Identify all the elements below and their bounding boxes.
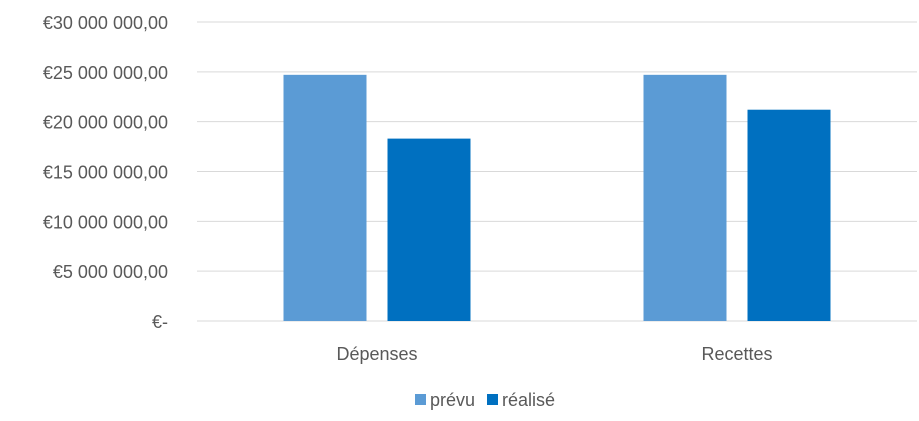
x-axis-category-labels: Dépenses Recettes bbox=[336, 344, 772, 364]
y-tick-label: €25 000 000,00 bbox=[43, 63, 168, 83]
legend-swatch bbox=[487, 394, 498, 405]
legend-swatch bbox=[415, 394, 426, 405]
legend-label: prévu bbox=[430, 390, 475, 410]
bars bbox=[283, 74, 831, 321]
y-axis-tick-labels: €- €5 000 000,00 €10 000 000,00 €15 000 000… bbox=[43, 13, 168, 332]
y-tick-label: €5 000 000,00 bbox=[53, 262, 168, 282]
x-category-label: Recettes bbox=[701, 344, 772, 364]
y-tick-label: €30 000 000,00 bbox=[43, 13, 168, 33]
y-tick-label: €- bbox=[152, 312, 168, 332]
bar-prevu-0 bbox=[283, 74, 367, 321]
legend: prévu réalisé bbox=[415, 390, 555, 410]
y-tick-label: €20 000 000,00 bbox=[43, 113, 168, 133]
y-tick-label: €10 000 000,00 bbox=[43, 212, 168, 232]
legend-label: réalisé bbox=[502, 390, 555, 410]
bar-realise-0 bbox=[387, 138, 471, 321]
bar-prevu-1 bbox=[643, 74, 727, 321]
y-tick-label: €15 000 000,00 bbox=[43, 163, 168, 183]
bar-realise-1 bbox=[747, 109, 831, 321]
x-category-label: Dépenses bbox=[336, 344, 417, 364]
